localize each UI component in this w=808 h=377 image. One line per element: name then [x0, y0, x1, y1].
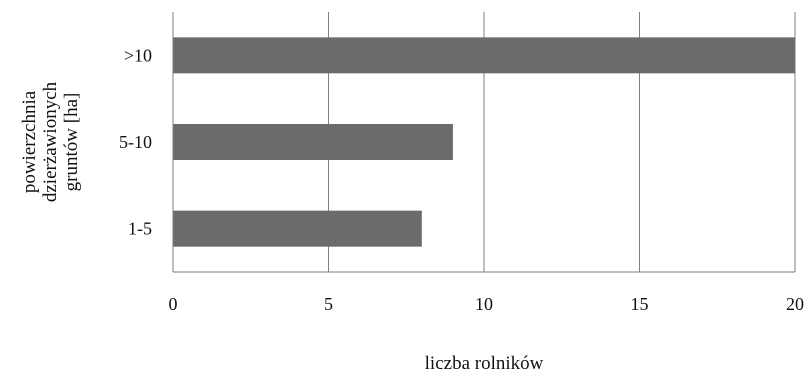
y-tick-label: >10: [124, 45, 152, 65]
y-tick-label: 1-5: [128, 219, 152, 239]
x-axis-title: liczba rolników: [425, 353, 544, 374]
x-tick-label: 20: [786, 294, 804, 314]
bar: [173, 37, 795, 74]
x-tick-label: 15: [631, 294, 649, 314]
y-tick-labels: 1-5 5-10 >10: [119, 45, 152, 238]
y-axis-title-line: gruntów [ha]: [61, 93, 82, 192]
y-tick-label: 5-10: [119, 132, 152, 152]
x-tick-label: 5: [324, 294, 333, 314]
y-axis-title-line: dzierżawionych: [40, 81, 61, 202]
x-tick-label: 10: [475, 294, 493, 314]
x-tick-labels: 0 5 10 15 20: [169, 294, 805, 314]
bar: [173, 210, 422, 247]
bars-group: [173, 37, 795, 247]
x-tick-label: 0: [169, 294, 178, 314]
y-axis-title-line: powierzchnia: [19, 90, 40, 193]
bar: [173, 124, 453, 160]
y-axis-title: powierzchnia dzierżawionych gruntów [ha]: [19, 81, 82, 202]
